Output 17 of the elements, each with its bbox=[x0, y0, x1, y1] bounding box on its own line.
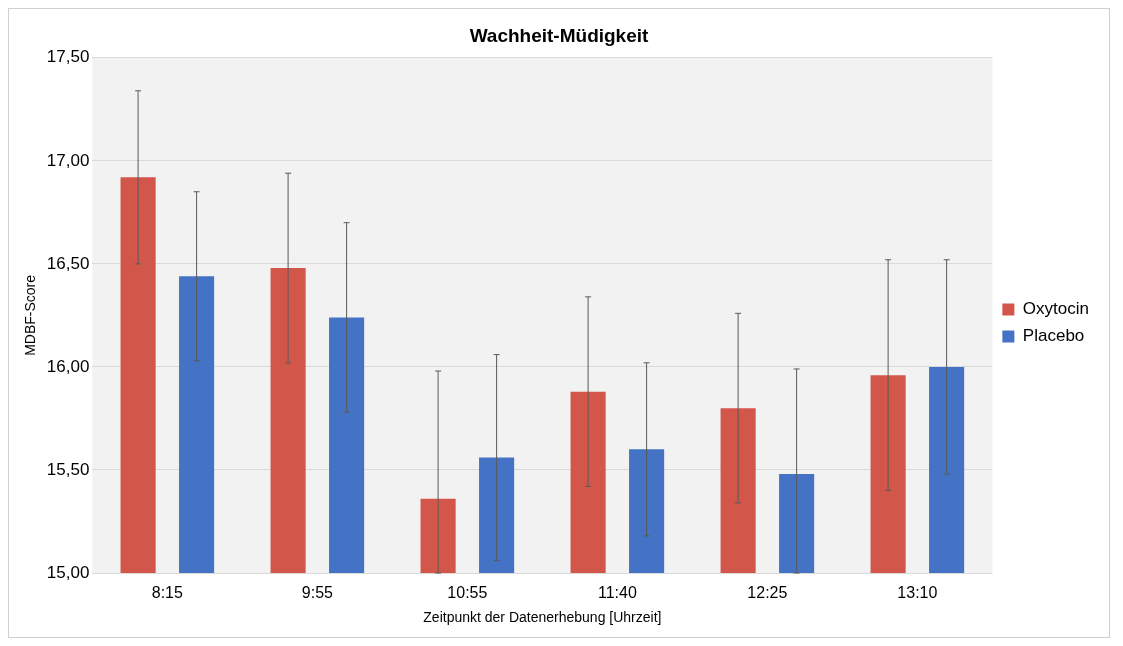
y-tick-label: 17,00 bbox=[46, 150, 90, 170]
y-tick-label: 15,00 bbox=[46, 562, 90, 582]
legend-label: Placebo bbox=[1022, 326, 1085, 346]
y-tick-label: 16,50 bbox=[46, 253, 90, 273]
x-tick-label: 10:55 bbox=[447, 584, 488, 602]
legend-label: Oxytocin bbox=[1022, 299, 1090, 319]
y-tick-label: 17,50 bbox=[46, 47, 90, 67]
x-axis-title: Zeitpunkt der Datenerhebung [Uhrzeit] bbox=[423, 609, 662, 626]
x-tick-label: 9:55 bbox=[301, 584, 334, 602]
x-tick-label: 13:10 bbox=[897, 584, 938, 602]
x-tick-label: 8:15 bbox=[151, 584, 184, 602]
x-tick-label: 11:40 bbox=[597, 584, 637, 602]
chart-title: Wachheit-Müdigkeit bbox=[469, 24, 650, 46]
x-tick-label: 12:25 bbox=[747, 584, 788, 602]
y-tick-label: 16,00 bbox=[46, 356, 90, 376]
y-tick-label: 15,50 bbox=[46, 459, 90, 479]
y-axis-title: MDBF-Score bbox=[22, 274, 39, 356]
